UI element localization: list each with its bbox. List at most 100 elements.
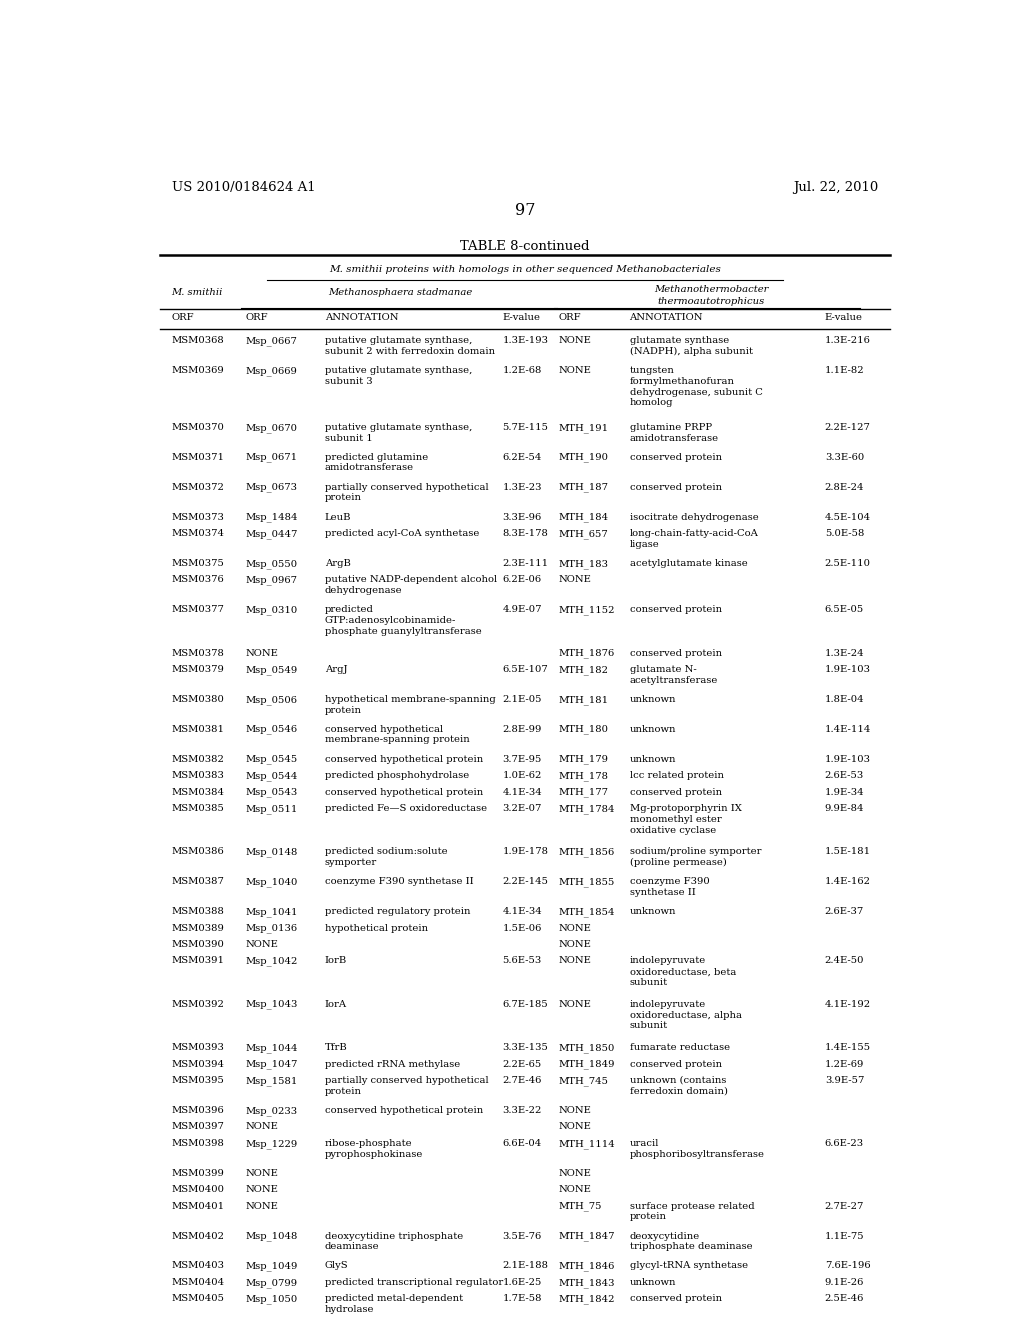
Text: 3.7E-95: 3.7E-95 — [503, 755, 542, 764]
Text: MTH_181: MTH_181 — [558, 694, 608, 705]
Text: Msp_1581: Msp_1581 — [246, 1076, 298, 1085]
Text: 1.5E-06: 1.5E-06 — [503, 924, 542, 932]
Text: conserved hypothetical protein: conserved hypothetical protein — [325, 788, 483, 796]
Text: 1.9E-103: 1.9E-103 — [824, 665, 870, 675]
Text: 2.6E-37: 2.6E-37 — [824, 907, 864, 916]
Text: MTH_183: MTH_183 — [558, 558, 608, 569]
Text: 9.1E-26: 9.1E-26 — [824, 1278, 864, 1287]
Text: LeuB: LeuB — [325, 512, 351, 521]
Text: MSM0373: MSM0373 — [172, 512, 224, 521]
Text: Msp_0543: Msp_0543 — [246, 788, 298, 797]
Text: surface protease related
protein: surface protease related protein — [630, 1201, 755, 1221]
Text: Msp_0550: Msp_0550 — [246, 558, 298, 569]
Text: conserved protein: conserved protein — [630, 1295, 722, 1303]
Text: partially conserved hypothetical
protein: partially conserved hypothetical protein — [325, 483, 488, 503]
Text: MTH_1850: MTH_1850 — [558, 1043, 614, 1053]
Text: unknown: unknown — [630, 1278, 676, 1287]
Text: NONE: NONE — [558, 366, 591, 375]
Text: 1.3E-193: 1.3E-193 — [503, 337, 549, 346]
Text: Msp_1043: Msp_1043 — [246, 999, 298, 1010]
Text: indolepyruvate
oxidoreductase, beta
subunit: indolepyruvate oxidoreductase, beta subu… — [630, 957, 736, 987]
Text: NONE: NONE — [246, 1168, 279, 1177]
Text: MTH_1152: MTH_1152 — [558, 605, 614, 615]
Text: 2.1E-05: 2.1E-05 — [503, 694, 542, 704]
Text: Msp_1047: Msp_1047 — [246, 1060, 298, 1069]
Text: 5.7E-115: 5.7E-115 — [503, 422, 549, 432]
Text: 1.9E-178: 1.9E-178 — [503, 847, 549, 857]
Text: 2.6E-53: 2.6E-53 — [824, 771, 864, 780]
Text: sodium/proline symporter
(proline permease): sodium/proline symporter (proline permea… — [630, 847, 761, 867]
Text: Msp_1484: Msp_1484 — [246, 512, 298, 523]
Text: Msp_1040: Msp_1040 — [246, 878, 298, 887]
Text: MSM0386: MSM0386 — [172, 847, 224, 857]
Text: MSM0384: MSM0384 — [172, 788, 224, 796]
Text: coenzyme F390 synthetase II: coenzyme F390 synthetase II — [325, 878, 473, 886]
Text: MTH_187: MTH_187 — [558, 483, 608, 492]
Text: MSM0378: MSM0378 — [172, 648, 224, 657]
Text: predicted transcriptional regulator: predicted transcriptional regulator — [325, 1278, 503, 1287]
Text: 2.4E-50: 2.4E-50 — [824, 957, 864, 965]
Text: Msp_0310: Msp_0310 — [246, 605, 298, 615]
Text: Jul. 22, 2010: Jul. 22, 2010 — [793, 181, 878, 194]
Text: 2.5E-110: 2.5E-110 — [824, 558, 870, 568]
Text: 2.2E-127: 2.2E-127 — [824, 422, 870, 432]
Text: MTH_178: MTH_178 — [558, 771, 608, 780]
Text: 97: 97 — [514, 202, 536, 219]
Text: 2.7E-27: 2.7E-27 — [824, 1201, 864, 1210]
Text: NONE: NONE — [558, 1185, 591, 1195]
Text: Msp_1041: Msp_1041 — [246, 907, 298, 917]
Text: MTH_1855: MTH_1855 — [558, 878, 614, 887]
Text: predicted Fe—S oxidoreductase: predicted Fe—S oxidoreductase — [325, 804, 487, 813]
Text: predicted phosphohydrolase: predicted phosphohydrolase — [325, 771, 469, 780]
Text: E-value: E-value — [503, 313, 541, 322]
Text: MTH_1842: MTH_1842 — [558, 1295, 614, 1304]
Text: MTH_1847: MTH_1847 — [558, 1232, 614, 1241]
Text: putative glutamate synthase,
subunit 3: putative glutamate synthase, subunit 3 — [325, 366, 472, 385]
Text: unknown: unknown — [630, 755, 676, 764]
Text: conserved protein: conserved protein — [630, 1060, 722, 1069]
Text: MSM0399: MSM0399 — [172, 1168, 224, 1177]
Text: conserved protein: conserved protein — [630, 453, 722, 462]
Text: ORF: ORF — [172, 313, 195, 322]
Text: MSM0379: MSM0379 — [172, 665, 224, 675]
Text: 1.1E-82: 1.1E-82 — [824, 366, 864, 375]
Text: MSM0374: MSM0374 — [172, 529, 224, 539]
Text: MSM0382: MSM0382 — [172, 755, 224, 764]
Text: NONE: NONE — [246, 648, 279, 657]
Text: TABLE 8-continued: TABLE 8-continued — [460, 240, 590, 252]
Text: Msp_0136: Msp_0136 — [246, 924, 298, 933]
Text: predicted regulatory protein: predicted regulatory protein — [325, 907, 470, 916]
Text: predicted acyl-CoA synthetase: predicted acyl-CoA synthetase — [325, 529, 479, 539]
Text: Msp_0511: Msp_0511 — [246, 804, 298, 813]
Text: 1.3E-24: 1.3E-24 — [824, 648, 864, 657]
Text: MTH_1846: MTH_1846 — [558, 1262, 614, 1271]
Text: Msp_0447: Msp_0447 — [246, 529, 298, 539]
Text: conserved protein: conserved protein — [630, 788, 722, 796]
Text: 4.9E-07: 4.9E-07 — [503, 605, 542, 614]
Text: IorB: IorB — [325, 957, 347, 965]
Text: ANNOTATION: ANNOTATION — [325, 313, 398, 322]
Text: 1.2E-69: 1.2E-69 — [824, 1060, 864, 1069]
Text: MTH_745: MTH_745 — [558, 1076, 608, 1085]
Text: NONE: NONE — [558, 576, 591, 585]
Text: 2.2E-65: 2.2E-65 — [503, 1060, 542, 1069]
Text: 8.3E-178: 8.3E-178 — [503, 529, 549, 539]
Text: MTH_1114: MTH_1114 — [558, 1139, 614, 1148]
Text: ANNOTATION: ANNOTATION — [630, 313, 703, 322]
Text: Msp_1048: Msp_1048 — [246, 1232, 298, 1241]
Text: MTH_1856: MTH_1856 — [558, 847, 614, 857]
Text: putative NADP-dependent alcohol
dehydrogenase: putative NADP-dependent alcohol dehydrog… — [325, 576, 497, 595]
Text: MTH_177: MTH_177 — [558, 788, 608, 797]
Text: 1.0E-62: 1.0E-62 — [503, 771, 542, 780]
Text: 5.6E-53: 5.6E-53 — [503, 957, 542, 965]
Text: MSM0392: MSM0392 — [172, 999, 224, 1008]
Text: MSM0371: MSM0371 — [172, 453, 224, 462]
Text: Msp_0669: Msp_0669 — [246, 366, 297, 376]
Text: Msp_1049: Msp_1049 — [246, 1262, 298, 1271]
Text: MSM0395: MSM0395 — [172, 1076, 224, 1085]
Text: NONE: NONE — [246, 1201, 279, 1210]
Text: 1.9E-103: 1.9E-103 — [824, 755, 870, 764]
Text: conserved protein: conserved protein — [630, 605, 722, 614]
Text: partially conserved hypothetical
protein: partially conserved hypothetical protein — [325, 1076, 488, 1096]
Text: Msp_1050: Msp_1050 — [246, 1295, 298, 1304]
